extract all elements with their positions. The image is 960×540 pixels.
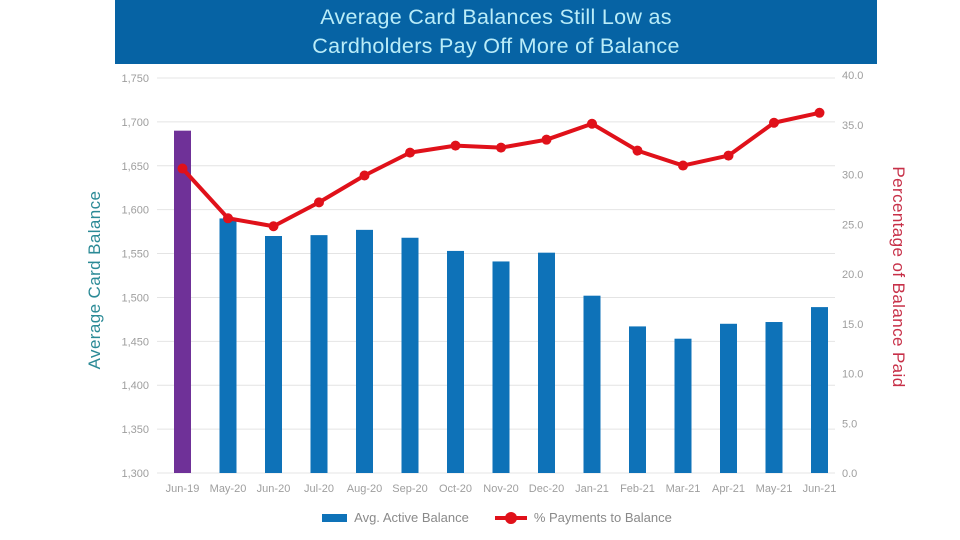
bar-series-swatch-icon (322, 513, 348, 522)
x-axis-tick-label: Apr-21 (712, 483, 745, 495)
line-point (177, 163, 188, 174)
bar (219, 218, 237, 473)
bar (674, 338, 692, 473)
line-point (450, 140, 461, 151)
bar (356, 229, 373, 473)
bar (174, 130, 191, 473)
left-axis-tick-label: 1,350 (121, 424, 149, 436)
x-axis-tick-label: Jun-19 (166, 483, 200, 495)
chart-legend: Avg. Active Balance % Payments to Balanc… (157, 510, 837, 525)
left-axis-tick-label: 1,700 (121, 117, 149, 129)
line-point (587, 118, 597, 129)
bar (265, 236, 282, 473)
line-point (223, 213, 233, 224)
line-point (541, 134, 552, 145)
x-axis-tick-label: Jul-20 (304, 483, 334, 495)
chart-title-line1: Average Card Balances Still Low as (320, 5, 672, 29)
left-axis-tick-label: 1,400 (121, 380, 149, 392)
x-axis-tick-label: Sep-20 (392, 483, 427, 495)
bar (492, 261, 510, 473)
bar (310, 235, 328, 473)
bar (583, 295, 601, 473)
left-axis-tick-label: 1,600 (121, 205, 149, 217)
x-axis-tick-label: May-21 (756, 483, 793, 495)
legend-item-pct-payments: % Payments to Balance (494, 510, 672, 525)
bar (811, 307, 828, 473)
right-axis-tick-label: 40.0 (842, 70, 863, 82)
x-axis-tick-label: Nov-20 (483, 483, 518, 495)
x-axis-tick-label: Jun-20 (257, 483, 291, 495)
line-point (814, 107, 825, 118)
bar (401, 237, 419, 473)
line-point (359, 170, 370, 181)
right-axis-tick-label: 35.0 (842, 120, 863, 132)
line-point (405, 147, 415, 158)
left-axis-tick-label: 1,750 (121, 73, 149, 85)
right-axis-tick-label: 15.0 (842, 319, 863, 331)
bar (720, 323, 737, 473)
right-axis-tick-label: 10.0 (842, 369, 863, 381)
line-point (632, 145, 643, 156)
chart-title-line2: Cardholders Pay Off More of Balance (312, 34, 680, 58)
line-point (723, 150, 734, 161)
left-axis-tick-label: 1,550 (121, 249, 149, 261)
x-axis-tick-label: Dec-20 (529, 483, 564, 495)
left-axis-tick-label: 1,300 (121, 468, 149, 480)
x-axis-tick-label: May-20 (210, 483, 247, 495)
line-point (496, 142, 506, 153)
x-axis-tick-label: Jun-21 (803, 483, 837, 495)
bar (629, 326, 646, 473)
legend-label-line: % Payments to Balance (533, 510, 672, 525)
right-axis-tick-label: 20.0 (842, 269, 863, 281)
x-axis-tick-label: Aug-20 (347, 483, 382, 495)
legend-label-bar: Avg. Active Balance (354, 510, 469, 525)
line-point (268, 221, 279, 232)
left-axis-tick-label: 1,450 (121, 336, 149, 348)
right-axis-tick-label: 30.0 (842, 170, 863, 182)
right-axis-tick-label: 5.0 (842, 418, 857, 430)
x-axis-tick-label: Oct-20 (439, 483, 472, 495)
line-series-swatch-icon (494, 511, 527, 525)
bar (538, 252, 555, 473)
left-axis-tick-label: 1,650 (121, 161, 149, 173)
right-axis-tick-label: 25.0 (842, 219, 863, 231)
x-axis-tick-label: Mar-21 (666, 483, 701, 495)
legend-item-avg-active-balance: Avg. Active Balance (322, 510, 469, 525)
line-point (678, 160, 688, 171)
bar (765, 322, 783, 473)
line-point (769, 117, 779, 128)
left-axis-tick-label: 1,500 (121, 292, 149, 304)
line-point (314, 197, 324, 208)
x-axis-tick-label: Feb-21 (620, 483, 655, 495)
bar (447, 250, 464, 473)
right-axis-tick-label: 0.0 (842, 468, 857, 480)
title-banner: Average Card Balances Still Low as Cardh… (115, 0, 877, 64)
x-axis-tick-label: Jan-21 (575, 483, 609, 495)
